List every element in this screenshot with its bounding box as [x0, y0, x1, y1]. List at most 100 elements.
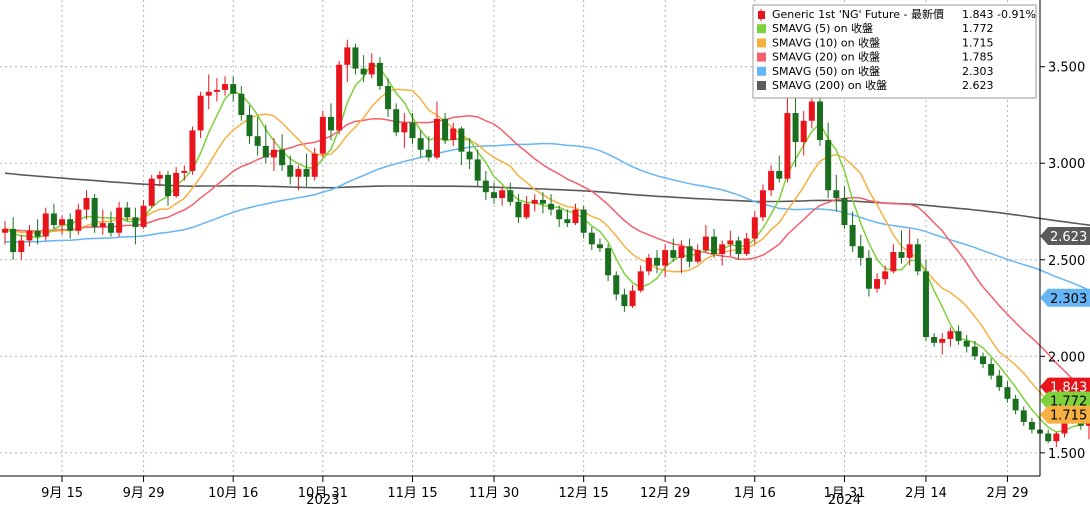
- candle-body: [857, 246, 864, 258]
- legend-value: 2.303: [962, 65, 994, 78]
- candle-body: [605, 248, 612, 276]
- candle-body: [1004, 387, 1011, 399]
- candle-body: [1085, 421, 1090, 426]
- candle: [360, 55, 367, 83]
- candle-body: [344, 47, 351, 65]
- candle: [727, 230, 734, 256]
- candle-body: [213, 89, 220, 92]
- last-value-label-sma200: 2.623: [1040, 227, 1090, 246]
- candle: [531, 194, 538, 212]
- y-tick-label: 3.000: [1048, 157, 1085, 172]
- candle-body: [531, 199, 538, 204]
- candle: [10, 217, 17, 260]
- candle-body: [906, 244, 913, 258]
- candle-body: [523, 203, 530, 218]
- x-tick-label: 9月 29: [123, 486, 165, 501]
- candle-body: [442, 118, 449, 141]
- candle-body: [91, 197, 98, 227]
- label-flag: [1040, 405, 1090, 424]
- candle-body: [385, 86, 392, 110]
- candle: [686, 238, 693, 268]
- candle: [971, 340, 978, 361]
- candle: [629, 284, 636, 309]
- candle-body: [727, 240, 734, 245]
- candle: [922, 259, 929, 341]
- candle: [645, 253, 652, 276]
- candle: [670, 238, 677, 262]
- candle-body: [588, 232, 595, 245]
- candle-body: [2, 228, 8, 233]
- candle: [442, 113, 449, 144]
- candle-body: [474, 159, 481, 181]
- candle-body: [678, 246, 685, 258]
- legend-swatch: [757, 38, 766, 48]
- label-flag: [1040, 288, 1090, 307]
- candle-body: [1053, 433, 1060, 442]
- legend-entry-sma50: SMAVG (50) on 收盤 2.303: [757, 64, 994, 78]
- candle: [482, 170, 489, 200]
- candle: [385, 78, 392, 117]
- candle-body: [311, 153, 318, 177]
- candle: [352, 43, 359, 75]
- candle: [849, 211, 856, 253]
- sma5-line: [4, 62, 1090, 433]
- candle-body: [270, 149, 277, 158]
- candle-body: [222, 84, 229, 90]
- candle: [743, 232, 750, 256]
- y-tick-label: 2.000: [1048, 350, 1085, 365]
- candle-body: [99, 223, 106, 227]
- candle-body: [181, 170, 188, 173]
- candle: [768, 165, 775, 197]
- candle: [1028, 418, 1035, 434]
- candle-body: [817, 101, 823, 141]
- candle: [735, 236, 742, 260]
- candle-body: [238, 93, 245, 115]
- candle-body: [548, 203, 555, 210]
- candle: [588, 226, 595, 251]
- candle-body: [450, 128, 457, 141]
- candle: [42, 207, 49, 241]
- candle-body: [1020, 410, 1027, 422]
- candle-body: [279, 149, 286, 166]
- legend-entry-sma200: SMAVG (200) on 收盤 2.623: [757, 78, 994, 92]
- candle-body: [996, 375, 1003, 388]
- candle: [230, 76, 237, 102]
- candle-body: [711, 236, 718, 254]
- candle: [401, 113, 408, 148]
- candle: [319, 111, 326, 158]
- legend-entry-price: Generic 1st 'NG' Future - 最新價 1.843 -0.91%: [758, 7, 1036, 21]
- candle: [906, 228, 913, 266]
- candle: [963, 335, 970, 353]
- x-tick-label: 10月 31: [298, 486, 348, 501]
- candle-body: [694, 250, 701, 262]
- last-value-label-sma50: 2.303: [1040, 288, 1090, 307]
- candle: [947, 327, 954, 347]
- candle: [662, 244, 669, 278]
- candle-body: [173, 172, 180, 197]
- candle-body: [376, 62, 383, 87]
- candle-body: [26, 230, 33, 241]
- candle: [433, 101, 440, 160]
- label-flag: [1040, 227, 1090, 246]
- candle: [491, 182, 497, 204]
- candle-body: [564, 219, 571, 224]
- candle: [825, 122, 832, 198]
- candle-body: [670, 250, 677, 258]
- candle-body: [230, 84, 237, 94]
- candle: [303, 153, 310, 187]
- candle-body: [792, 113, 799, 143]
- candle: [213, 78, 220, 102]
- candle-body: [686, 246, 693, 262]
- candle-body: [922, 271, 929, 337]
- candle: [59, 215, 66, 235]
- candle: [18, 234, 25, 260]
- candle-body: [1028, 421, 1035, 430]
- legend-change: -0.91%: [997, 8, 1036, 21]
- candle-body: [499, 190, 506, 198]
- candle: [857, 234, 864, 266]
- candle-body: [246, 114, 253, 137]
- candle-body: [645, 257, 652, 272]
- candle: [417, 130, 424, 158]
- candle: [1004, 381, 1011, 403]
- sma10-line: [4, 88, 1090, 426]
